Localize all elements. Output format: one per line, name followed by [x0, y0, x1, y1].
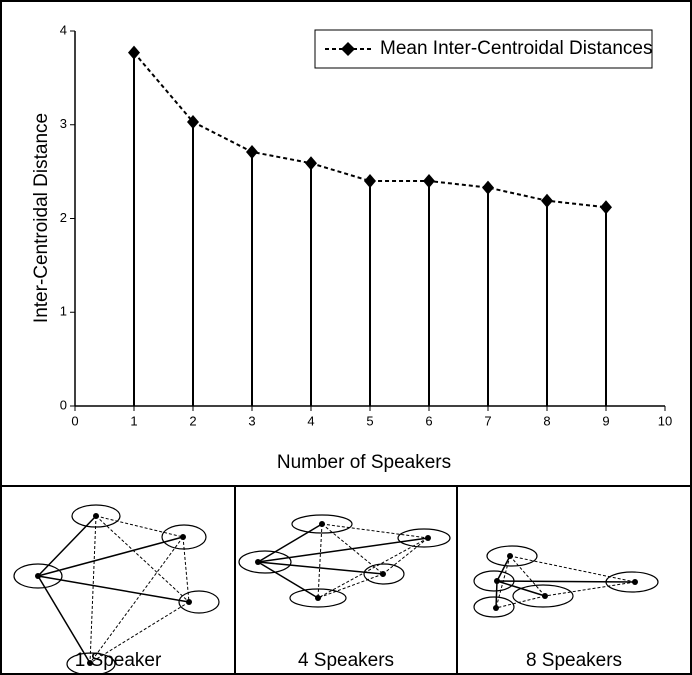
x-tick-label: 7 [484, 413, 491, 428]
x-tick-label: 0 [71, 413, 78, 428]
y-axis-label: Inter-Centroidal Distance [31, 113, 52, 323]
x-tick-label: 4 [307, 413, 314, 428]
diagram [13, 504, 220, 675]
x-tick-label: 1 [130, 413, 137, 428]
x-tick-label: 8 [543, 413, 550, 428]
y-tick-label: 4 [60, 22, 67, 37]
panel-label: 1 Speaker [75, 650, 162, 671]
y-tick-label: 3 [60, 116, 67, 131]
panel-label: 8 Speakers [526, 650, 622, 671]
y-tick-label: 0 [60, 397, 67, 412]
panel-label: 4 Speakers [298, 650, 394, 671]
legend-label: Mean Inter-Centroidal Distances [380, 38, 652, 59]
marker [600, 200, 612, 215]
diagram [473, 545, 659, 618]
marker [128, 45, 140, 60]
marker [364, 174, 376, 188]
x-tick-label: 6 [425, 413, 432, 428]
legend-marker [341, 42, 355, 56]
x-tick-label: 2 [189, 413, 196, 428]
marker [423, 174, 435, 188]
marker [246, 144, 258, 159]
marker [187, 114, 199, 129]
x-tick-label: 5 [366, 413, 373, 428]
marker [482, 180, 494, 195]
y-tick-label: 2 [60, 210, 67, 225]
x-axis-label: Number of Speakers [277, 452, 451, 473]
marker [541, 193, 553, 208]
legend [314, 29, 653, 69]
x-tick-label: 10 [658, 413, 672, 428]
x-tick-label: 9 [602, 413, 609, 428]
y-tick-label: 1 [60, 304, 67, 319]
series-line [133, 51, 607, 209]
x-tick-label: 3 [248, 413, 255, 428]
diagram [238, 514, 451, 608]
marker [305, 156, 317, 171]
